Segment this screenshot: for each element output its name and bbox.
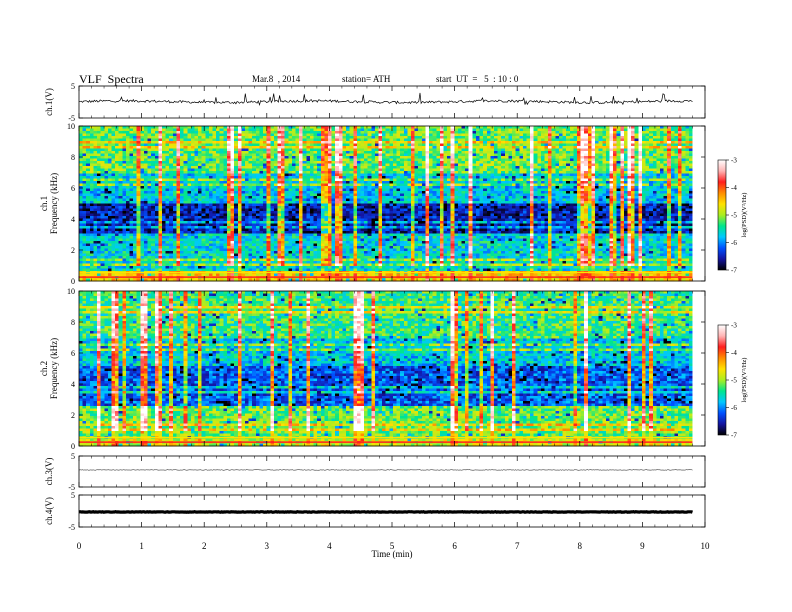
- colorbar-tick-label: -3: [731, 157, 737, 165]
- y-tick-label: 10: [67, 122, 75, 131]
- x-tick-label: 10: [701, 541, 711, 551]
- colorbar-label: log(PSD)(V²/Hz): [741, 193, 748, 238]
- y-axis-label: Frequency (kHz): [49, 338, 59, 399]
- y-tick-label: 0: [71, 277, 75, 286]
- spectrogram-no-data: [692, 291, 705, 446]
- y-tick-label: 5: [71, 82, 75, 91]
- x-tick-label: 2: [202, 541, 207, 551]
- observation-date: Mar.8 , 2014: [252, 74, 300, 84]
- station-label: station= ATH: [342, 74, 390, 84]
- colorbar-tick-label: -4: [731, 349, 737, 357]
- y-tick-label: -5: [68, 114, 75, 123]
- x-tick-label: 1: [139, 541, 144, 551]
- y-axis-channel-label: ch.1: [39, 196, 49, 211]
- y-tick-label: 5: [71, 452, 75, 461]
- y-tick-label: 5: [71, 491, 75, 500]
- y-axis-label: Frequency (kHz): [49, 173, 59, 234]
- y-axis-channel-label: ch.2: [39, 361, 49, 376]
- y-axis-channel-label: ch.3(V): [44, 458, 54, 486]
- y-tick-label: 10: [67, 287, 75, 296]
- colorbar-tick-label: -6: [731, 239, 737, 247]
- colorbar-tick-label: -5: [731, 377, 737, 385]
- y-tick-label: 8: [71, 153, 75, 162]
- colorbar-tick-label: -5: [731, 212, 737, 220]
- spectrogram-cells-ch2-spectrogram: [79, 291, 693, 447]
- x-tick-label: 9: [640, 541, 645, 551]
- y-tick-label: 8: [71, 318, 75, 327]
- colorbar-tick-label: -7: [731, 267, 737, 275]
- x-tick-label: 8: [578, 541, 583, 551]
- colorbar-tick-label: -7: [731, 432, 737, 440]
- y-tick-label: 6: [71, 349, 75, 358]
- waveform-ch1-waveform: [79, 92, 693, 107]
- colorbar-ch2-spectrogram: [717, 324, 727, 436]
- y-tick-label: 2: [71, 246, 75, 255]
- colorbar-label: log(PSD)(V²/Hz): [741, 358, 748, 403]
- waveform-ch3-waveform: [78, 469, 693, 471]
- spectrogram-cells-ch1-spectrogram: [79, 126, 693, 282]
- y-axis-channel-label: ch.4(V): [44, 497, 54, 525]
- x-tick-label: 4: [327, 541, 332, 551]
- x-axis-label: Time (min): [372, 549, 413, 559]
- colorbar-tick-label: -4: [731, 184, 737, 192]
- waveform-ch4-waveform: [78, 510, 694, 514]
- figure-title: VLF Spectra: [79, 72, 144, 87]
- x-tick-label: 0: [77, 541, 82, 551]
- y-tick-label: -5: [68, 523, 75, 532]
- y-tick-label: 2: [71, 411, 75, 420]
- x-tick-label: 6: [452, 541, 457, 551]
- y-axis-channel-label: ch.1(V): [44, 88, 54, 116]
- y-tick-label: 4: [71, 380, 75, 389]
- colorbar-tick-label: -3: [731, 322, 737, 330]
- figure-header: VLF Spectra Mar.8 , 2014 station= ATH st…: [0, 0, 792, 90]
- x-tick-label: 5: [390, 541, 395, 551]
- x-tick-label: 3: [265, 541, 270, 551]
- colorbar-ch1-spectrogram: [717, 159, 727, 271]
- y-tick-label: -5: [68, 483, 75, 492]
- colorbar-tick-label: -6: [731, 404, 737, 412]
- y-tick-label: 4: [71, 215, 75, 224]
- x-tick-label: 7: [515, 541, 520, 551]
- spectrogram-no-data: [692, 126, 705, 281]
- y-tick-label: 0: [71, 442, 75, 451]
- start-time-label: start UT = 5 : 10 : 0: [436, 74, 518, 84]
- y-tick-label: 6: [71, 184, 75, 193]
